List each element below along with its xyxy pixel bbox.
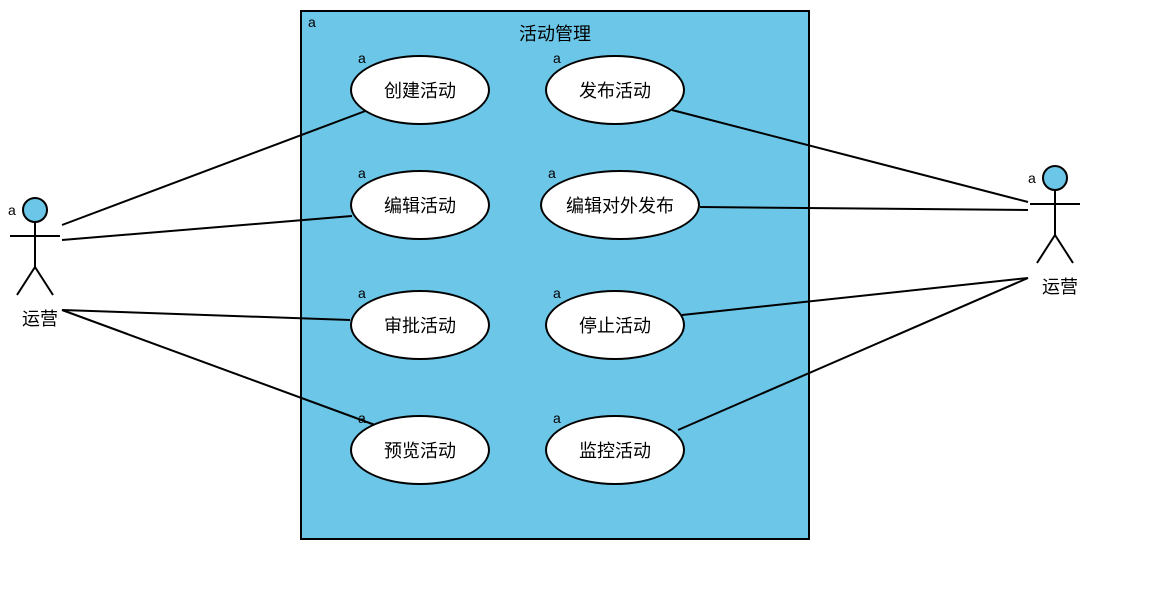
uc-publish: 发布活动 [545,55,685,125]
anchor-marker: a [1028,170,1036,186]
uc-monitor: 监控活动 [545,415,685,485]
anchor-marker: a [358,50,366,66]
anchor-marker: a [358,285,366,301]
uc-create-label: 创建活动 [384,77,456,103]
uc-monitor-label: 监控活动 [579,437,651,463]
uc-stop: 停止活动 [545,290,685,360]
anchor-marker: a [553,50,561,66]
uc-preview-label: 预览活动 [384,437,456,463]
actor-right [1030,166,1080,263]
uc-create: 创建活动 [350,55,490,125]
anchor-marker: a [8,202,16,218]
anchor-marker: a [548,165,556,181]
uc-edit: 编辑活动 [350,170,490,240]
uc-editpub: 编辑对外发布 [540,170,700,240]
anchor-marker: a [358,165,366,181]
actor-right-label: 运营 [1042,273,1078,299]
anchor-marker: a [553,410,561,426]
system-title: 活动管理 [302,20,808,46]
uc-edit-label: 编辑活动 [384,192,456,218]
anchor-marker: a [308,14,316,30]
uc-stop-label: 停止活动 [579,312,651,338]
uc-editpub-label: 编辑对外发布 [566,192,674,218]
uc-publish-label: 发布活动 [579,77,651,103]
uc-approve: 审批活动 [350,290,490,360]
diagram-canvas: 活动管理 创建活动发布活动编辑活动编辑对外发布审批活动停止活动预览活动监控活动 … [0,0,1155,601]
anchor-marker: a [358,410,366,426]
anchor-marker: a [553,285,561,301]
uc-preview: 预览活动 [350,415,490,485]
uc-approve-label: 审批活动 [384,312,456,338]
actor-left-label: 运营 [22,305,58,331]
actor-left [10,198,60,295]
